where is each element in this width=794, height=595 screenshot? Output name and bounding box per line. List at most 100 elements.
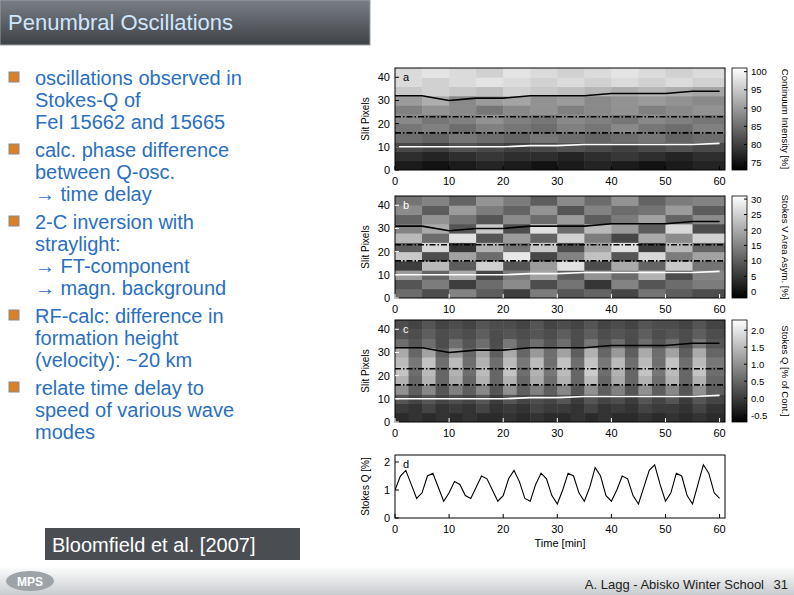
heatmap-cell <box>395 151 423 161</box>
heatmap-cell <box>476 151 504 161</box>
heatmap-cell <box>476 376 490 386</box>
heatmap-cell <box>638 403 652 413</box>
heatmap-cell <box>557 142 585 152</box>
heatmap-cell <box>625 385 639 395</box>
heatmap-cell <box>557 87 585 97</box>
plot-area <box>395 465 720 504</box>
heatmap-cell <box>503 151 531 161</box>
heatmap-cell <box>598 403 612 413</box>
heatmap-cell <box>422 114 450 124</box>
heatmap-cell <box>693 242 725 252</box>
heatmap-cell <box>625 376 639 386</box>
slide-canvas: Penumbral Oscillationsoscillations obser… <box>0 0 794 595</box>
heatmap-cell <box>476 357 490 367</box>
colorbar-tick-label: 30 <box>751 194 762 205</box>
heatmap-cell <box>449 105 477 115</box>
heatmap-cell <box>463 329 477 339</box>
heatmap-cell <box>449 161 477 170</box>
heatmap-cell <box>693 329 707 339</box>
x-tick <box>557 514 558 518</box>
heatmap-cell <box>530 151 558 161</box>
x-tick-label: 60 <box>713 303 725 315</box>
heatmap-cell <box>598 320 612 330</box>
heatmap-cell <box>706 357 725 367</box>
heatmap-cell <box>449 261 477 271</box>
heatmap-cell <box>503 68 531 78</box>
heatmap-cell <box>463 403 477 413</box>
heatmap-cell <box>693 133 725 143</box>
heatmap-cell <box>503 279 531 289</box>
heatmap-cell <box>706 385 725 395</box>
heatmap-cell <box>584 114 612 124</box>
heatmap-cell <box>665 196 693 206</box>
x-tick <box>449 514 450 518</box>
x-tick <box>449 418 450 422</box>
heatmap-cell <box>625 348 639 358</box>
heatmap-cell <box>490 413 504 422</box>
x-tick-label: 40 <box>605 303 617 315</box>
x-tick-label: 0 <box>392 175 398 187</box>
heatmap-cell <box>557 161 585 170</box>
heatmap-cell <box>395 403 409 413</box>
heatmap-cell <box>693 357 707 367</box>
heatmap-cell <box>557 279 585 289</box>
x-tick-label: 10 <box>443 175 455 187</box>
heatmap-cell <box>503 261 531 271</box>
heatmap-cell <box>530 77 558 87</box>
x-tick-label: 0 <box>392 523 398 535</box>
heatmap-cell <box>476 339 490 349</box>
heatmap-cell <box>422 68 450 78</box>
overlay-line <box>395 395 720 398</box>
heatmap-cell <box>665 376 679 386</box>
heatmap-cell <box>544 329 558 339</box>
x-tick-label: 10 <box>443 523 455 535</box>
heatmap-cell <box>584 142 612 152</box>
colorbar-tick-label: 0.5 <box>751 376 764 387</box>
heatmap-cell <box>503 87 531 97</box>
heatmap-cell <box>476 242 504 252</box>
heatmap-cell <box>463 320 477 330</box>
page-number: 31 <box>774 577 788 592</box>
heatmap-cell <box>625 320 639 330</box>
heatmap-cell <box>436 357 450 367</box>
heatmap-cell <box>611 320 625 330</box>
heatmap-cell <box>544 320 558 330</box>
bullet-text: → magn. background <box>35 277 226 299</box>
heatmap-cell <box>449 133 477 143</box>
heatmap-cell <box>665 142 693 152</box>
heatmap-cell <box>395 289 423 298</box>
bullet-text: (velocity): ~20 km <box>35 349 192 371</box>
heatmap-cell <box>611 376 625 386</box>
heatmap-cell <box>611 68 639 78</box>
bullet-marker <box>9 310 19 320</box>
heatmap-cell <box>625 357 639 367</box>
heatmap-cell <box>476 196 504 206</box>
heatmap-cell <box>611 348 625 358</box>
heatmap-cell <box>625 403 639 413</box>
heatmap-cell <box>611 270 639 280</box>
heatmap-cell <box>665 329 679 339</box>
x-tick <box>665 514 666 518</box>
heatmap-cell <box>557 133 585 143</box>
heatmap-cell <box>544 376 558 386</box>
heatmap-cell <box>557 385 571 395</box>
y-tick <box>395 205 399 206</box>
heatmap-cell <box>395 87 423 97</box>
heatmap-cell <box>584 96 612 106</box>
heatmap-cell <box>503 403 517 413</box>
colorbar-tick-label: 5 <box>751 271 756 282</box>
heatmap-cell <box>652 329 666 339</box>
heatmap-cell <box>611 329 625 339</box>
colorbar-tick-label: 75 <box>751 157 762 168</box>
colorbar-tick <box>744 199 747 200</box>
heatmap-cell <box>571 366 585 376</box>
heatmap-cell <box>476 261 504 271</box>
x-tick-label: 0 <box>392 303 398 315</box>
heatmap-cell <box>557 151 585 161</box>
y-tick <box>395 490 399 491</box>
heatmap-cell <box>476 215 504 225</box>
heatmap-cell <box>706 320 725 330</box>
y-tick <box>395 274 399 275</box>
heatmap-cell <box>665 124 693 134</box>
heatmap-cell <box>503 385 517 395</box>
